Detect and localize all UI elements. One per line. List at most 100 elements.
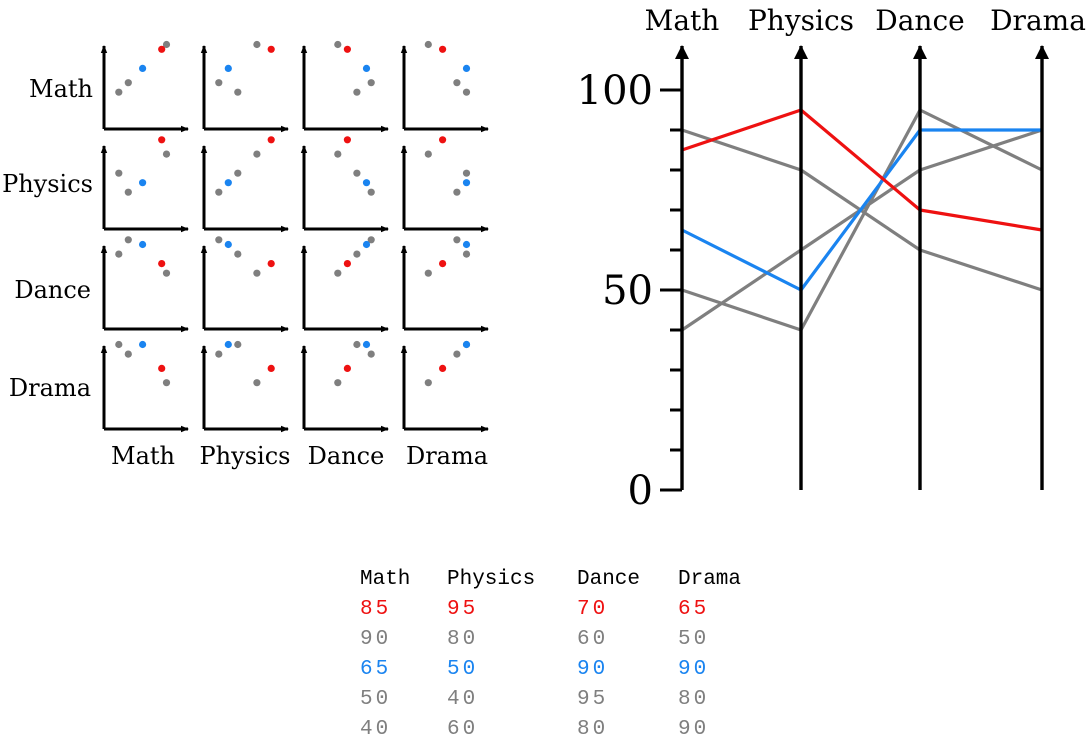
scatter-point-record-5 [234, 169, 242, 177]
table-cell-dance: 70 [577, 598, 608, 621]
scatter-point-record-1 [267, 136, 275, 144]
scatter-point-record-3 [362, 340, 371, 349]
row-label-drama: Drama [9, 374, 91, 402]
scatter-panel-dance-vs-drama [400, 236, 489, 333]
scatter-point-record-2 [253, 379, 261, 387]
scatter-point-record-3 [462, 340, 471, 349]
scatter-panel-physics-vs-math [100, 136, 189, 233]
table-header-physics: Physics [447, 568, 535, 591]
table-cell-drama: 90 [678, 658, 709, 681]
scatter-point-record-2 [334, 150, 342, 158]
table-cell-math: 85 [360, 598, 391, 621]
scatter-point-record-1 [343, 136, 351, 144]
parallel-lines [681, 108, 1043, 332]
scatter-point-record-2 [253, 150, 261, 158]
col-label-dance: Dance [308, 442, 385, 470]
parallel-coordinates: Math Physics Dance Drama 0 50 100 [577, 4, 1086, 514]
scatter-point-record-1 [439, 364, 447, 372]
scatter-point-record-4 [215, 188, 223, 196]
table-cell-dance: 60 [577, 628, 608, 651]
scatter-point-record-4 [215, 236, 223, 244]
scatter-point-record-3 [224, 340, 232, 349]
scatter-point-record-2 [162, 379, 171, 387]
table-cell-drama: 65 [678, 598, 709, 621]
scatter-point-record-5 [115, 250, 123, 258]
scatter-point-record-4 [453, 79, 461, 87]
table-cell-dance: 90 [577, 658, 608, 681]
scatter-point-record-3 [224, 64, 232, 72]
row-label-physics: Physics [2, 170, 93, 198]
scatter-point-record-1 [267, 364, 275, 372]
scatter-point-record-3 [362, 240, 371, 249]
scatter-matrix: Math Physics Dance Drama Math Physics Da… [2, 40, 489, 470]
scatter-panel-math-vs-drama [400, 40, 489, 133]
scatter-point-record-4 [215, 79, 223, 87]
parallel-axis-titles: Math Physics Dance Drama [645, 4, 1086, 37]
scatter-panel-math-vs-physics [200, 40, 289, 133]
scatter-point-record-2 [424, 40, 432, 49]
scatter-point-record-2 [162, 269, 171, 277]
parallel-y-tick-labels: 0 50 100 [577, 68, 653, 514]
table-row: 40 60 80 90 [360, 718, 709, 741]
col-label-physics: Physics [200, 442, 291, 470]
table-cell-math: 40 [360, 718, 391, 741]
scatter-point-record-1 [439, 136, 447, 144]
y-tick-label-100: 100 [577, 68, 653, 114]
scatter-point-record-3 [462, 240, 471, 249]
scatter-point-record-4 [367, 236, 375, 244]
table-cell-drama: 90 [678, 718, 709, 741]
scatter-point-record-3 [224, 179, 232, 187]
parallel-y-ticks [660, 88, 682, 492]
table-cell-physics: 60 [447, 718, 478, 741]
scatter-point-record-5 [115, 340, 123, 349]
scatter-point-record-3 [139, 340, 147, 349]
scatter-point-record-4 [453, 236, 461, 244]
scatter-point-record-1 [158, 364, 166, 372]
table-cell-dance: 80 [577, 718, 608, 741]
scatter-panel-math-vs-dance [300, 40, 389, 133]
scatter-point-record-4 [124, 188, 132, 196]
scatter-point-record-2 [162, 40, 171, 49]
scatter-point-record-2 [334, 269, 342, 277]
scatter-point-record-1 [267, 45, 275, 53]
row-label-math: Math [29, 75, 93, 103]
table-cell-physics: 40 [447, 688, 478, 711]
scatter-point-record-4 [453, 350, 461, 358]
scatter-point-record-5 [462, 250, 471, 258]
axis-title-math: Math [645, 4, 720, 37]
scatter-point-record-2 [424, 150, 432, 158]
scatter-point-record-4 [124, 236, 132, 244]
table-cell-physics: 80 [447, 628, 478, 651]
scatter-point-record-4 [124, 350, 132, 358]
table-row: 85 95 70 65 [360, 598, 709, 621]
scatter-panel-drama-vs-dance [300, 340, 389, 433]
table-row: 50 40 95 80 [360, 688, 709, 711]
parallel-line-record-1 [681, 108, 1043, 232]
col-label-math: Math [111, 442, 175, 470]
table-cell-dance: 95 [577, 688, 608, 711]
scatter-point-record-5 [353, 340, 361, 349]
scatter-panel-dance-vs-math [100, 236, 189, 333]
scatter-point-record-2 [424, 269, 432, 277]
scatter-panel-physics-vs-drama [400, 136, 489, 233]
y-tick-label-50: 50 [602, 268, 653, 314]
row-label-dance: Dance [14, 276, 91, 304]
scatter-point-record-4 [367, 188, 375, 196]
scatter-point-record-3 [139, 240, 147, 249]
scatter-point-record-1 [439, 45, 447, 53]
scatter-point-record-3 [462, 64, 471, 72]
scatter-point-record-5 [115, 169, 123, 177]
parallel-line-record-4 [681, 108, 1043, 332]
scatter-point-record-1 [439, 260, 447, 268]
table-cell-math: 90 [360, 628, 391, 651]
scatter-point-record-3 [139, 179, 147, 187]
table-cell-physics: 50 [447, 658, 478, 681]
scatter-point-record-1 [158, 45, 166, 53]
table-cell-drama: 80 [678, 688, 709, 711]
scatter-point-record-2 [162, 150, 171, 158]
scatter-point-record-3 [362, 179, 371, 187]
scatter-matrix-row-labels: Math Physics Dance Drama [2, 75, 93, 402]
scatter-point-record-2 [334, 379, 342, 387]
scatter-point-record-4 [453, 188, 461, 196]
